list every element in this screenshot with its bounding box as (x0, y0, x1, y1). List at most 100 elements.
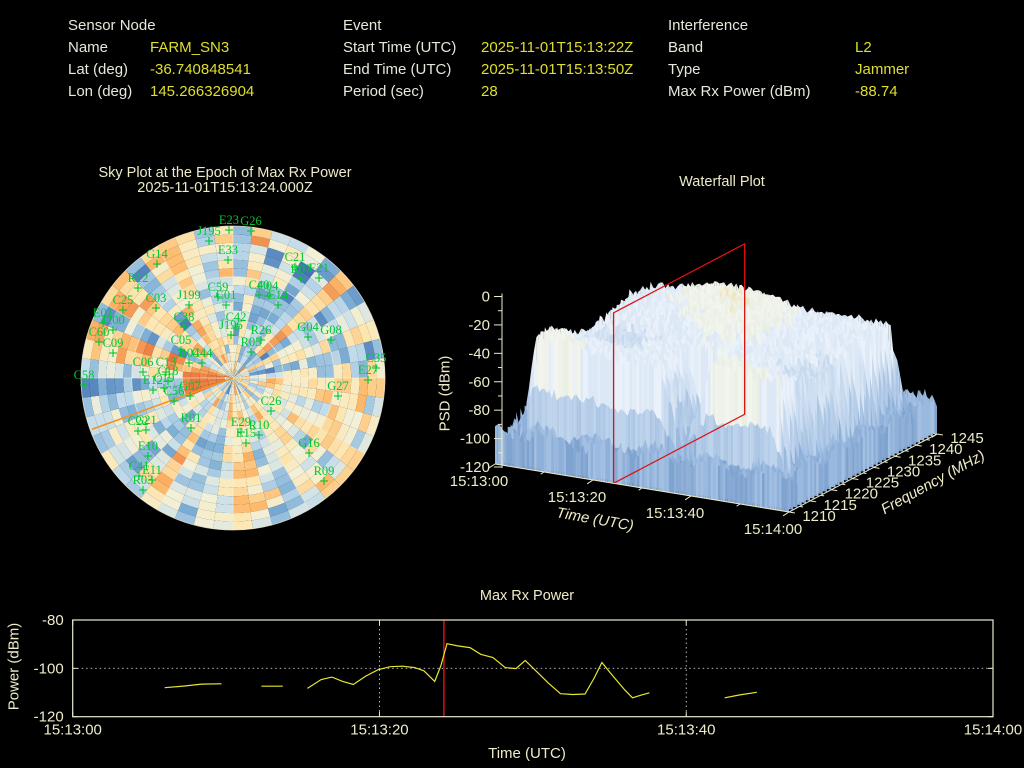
satellite-label: G14 (146, 247, 168, 261)
satellite-label: G27 (327, 379, 349, 393)
satellite-label: E11 (142, 463, 162, 477)
satellite-label: C22 (128, 414, 149, 428)
satellite-label: E01 (93, 306, 113, 320)
satellite-label: J195 (197, 224, 221, 238)
satellite-marker (222, 301, 230, 309)
satellite-label: C56 (164, 384, 185, 398)
satellite-marker (291, 263, 299, 271)
svg-text:1215: 1215 (823, 497, 856, 514)
satellite-marker (135, 472, 143, 480)
satellite-label: C01 (216, 288, 237, 302)
satellite-label: J196 (219, 318, 243, 332)
svg-text:1235: 1235 (908, 452, 941, 469)
skyplot-subtitle: 2025-11-01T15:13:24.000Z (137, 179, 313, 196)
svg-text:-100: -100 (460, 431, 490, 448)
satellite-marker (144, 452, 152, 460)
svg-text:15:13:00: 15:13:00 (450, 473, 508, 490)
svg-text:-40: -40 (468, 345, 490, 362)
svg-text:15:13:40: 15:13:40 (657, 722, 715, 739)
event-start-value: 2025-11-01T15:13:22Z (481, 39, 634, 56)
psd-axis-label: PSD (dBm) (436, 355, 454, 432)
event-period-value: 28 (481, 83, 498, 100)
satellite-label: E14 (268, 288, 289, 302)
interference-band-label: Band (668, 39, 704, 56)
satellite-marker (186, 392, 194, 400)
sensor-name-value: FARM_SN3 (150, 39, 230, 56)
sensor-node-block: Sensor Node Name FARM_SN3 Lat (deg) -36.74… (68, 15, 254, 103)
event-end-label: End Time (UTC) (343, 61, 452, 78)
satellite-marker (247, 348, 255, 356)
timeseries-title: Max Rx Power (479, 588, 575, 604)
svg-text:15:13:00: 15:13:00 (44, 722, 102, 739)
satellite-marker (237, 428, 245, 436)
satellite-marker (80, 381, 88, 389)
satellite-marker (227, 331, 235, 339)
satellite-marker (185, 301, 193, 309)
satellite-marker (304, 333, 312, 341)
epoch-slice-outline (612, 242, 746, 485)
satellite-marker (160, 384, 168, 392)
satellite-label: E27 (358, 363, 378, 377)
sensor-lon-label: Lon (deg) (68, 83, 133, 100)
max-rx-power-trace (307, 642, 650, 699)
satellite-label: E10 (138, 439, 158, 453)
satellite-label: C21 (285, 250, 306, 264)
satellite-marker (274, 301, 282, 309)
satellite-label: E23 (219, 213, 239, 227)
satellite-label: R05 (241, 335, 262, 349)
satellite-label: C58 (74, 368, 95, 382)
svg-text:1245: 1245 (950, 430, 983, 447)
interference-type-value: Jammer (855, 61, 910, 78)
satellite-label: G07 (179, 379, 201, 393)
interference-type-label: Type (668, 61, 701, 78)
sensor-name-label: Name (68, 39, 109, 56)
svg-text:15:13:20: 15:13:20 (548, 489, 606, 506)
sensor-node-title: Sensor Node (68, 17, 156, 34)
satellite-marker (198, 359, 206, 367)
svg-text:1210: 1210 (802, 508, 835, 525)
satellite-label: C13 (156, 355, 177, 369)
satellite-marker (297, 275, 305, 283)
svg-text:-80: -80 (42, 612, 64, 629)
satellite-label: C04 (258, 279, 280, 293)
svg-text:1230: 1230 (887, 463, 920, 480)
event-period-label: Period (sec) (343, 83, 424, 100)
event-block: Event Start Time (UTC) 2025-11-01T15:13:2… (343, 15, 633, 103)
interference-maxpower-value: -88.74 (855, 83, 898, 100)
satellite-label: C35 (366, 351, 387, 365)
satellite-marker (267, 407, 275, 415)
svg-text:15:13:20: 15:13:20 (350, 722, 408, 739)
svg-text:-20: -20 (468, 317, 490, 334)
satellite-label: C19 (154, 371, 175, 385)
event-title: Event (343, 17, 382, 34)
svg-text:15:13:40: 15:13:40 (646, 505, 704, 522)
satellite-label: R03 (133, 473, 154, 487)
satellite-marker (170, 397, 178, 405)
satellite-marker (305, 449, 313, 457)
satellite-label: C18 (158, 364, 179, 378)
satellite-marker (242, 439, 250, 447)
satellite-marker (264, 292, 272, 300)
satellite-marker (95, 338, 103, 346)
sensor-lat-value: -36.740848541 (150, 61, 251, 78)
skyplot-title-block: Sky Plot at the Epoch of Max Rx Power 20… (65, 166, 385, 195)
satellite-label: G08 (320, 323, 342, 337)
satellite-label: C38 (174, 310, 195, 324)
sensor-lat-label: Lat (deg) (68, 61, 129, 78)
satellite-marker (180, 323, 188, 331)
svg-text:0: 0 (482, 289, 490, 306)
interference-maxpower-label: Max Rx Power (dBm) (668, 83, 811, 100)
satellite-marker (149, 386, 157, 394)
satellite-marker (372, 364, 380, 372)
waterfall-axes: 15:13:00 15:13:20 15:13:40 15:14:0012101215… (450, 289, 984, 539)
satellite-marker (187, 424, 195, 432)
satellite-label: C59 (208, 280, 229, 294)
satellite-label: E33 (218, 243, 238, 257)
satellite-label: R12 (128, 271, 149, 285)
satellite-label: C44 (192, 346, 214, 360)
satellite-label: C06 (133, 355, 154, 369)
svg-text:15:14:00: 15:14:00 (744, 521, 802, 538)
satellite-marker (320, 477, 328, 485)
